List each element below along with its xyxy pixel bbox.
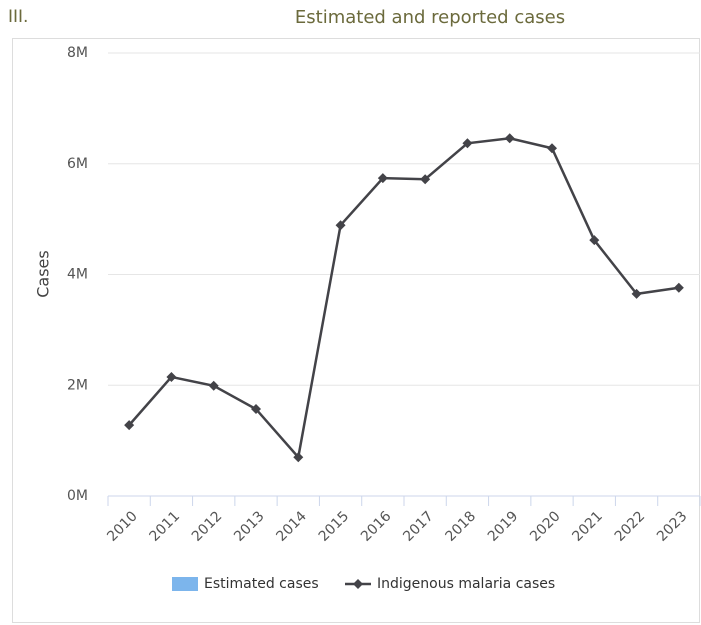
x-tick-label: 2010: [104, 508, 141, 545]
point-marker: [589, 235, 600, 246]
point-marker: [377, 173, 388, 184]
point-marker: [335, 220, 346, 231]
point-marker: [547, 143, 557, 154]
y-tick-label: 2M: [67, 377, 88, 393]
point-marker: [631, 288, 642, 299]
chart-frame: [12, 38, 700, 623]
x-tick-label: 2013: [231, 508, 268, 545]
y-tick-label: 0M: [67, 488, 88, 504]
x-tick-label: 2021: [569, 508, 606, 545]
x-tick-label: 2014: [273, 508, 310, 545]
point-marker: [124, 420, 135, 431]
chart-title: Estimated and reported cases: [295, 7, 565, 28]
point-marker: [166, 371, 177, 382]
y-axis-title: Cases: [34, 250, 53, 298]
x-tick-label: 2023: [654, 508, 691, 545]
x-tick-label: 2018: [443, 508, 480, 545]
x-tick-label: 2017: [400, 508, 437, 545]
x-tick-label: 2016: [358, 508, 395, 545]
point-marker: [251, 404, 261, 415]
y-tick-label: 6M: [67, 156, 88, 172]
x-tick-label: 2015: [316, 508, 353, 545]
y-tick-label: 8M: [67, 45, 88, 61]
x-tick-label: 2020: [527, 508, 564, 545]
y-tick-label: 4M: [67, 267, 88, 283]
point-marker: [462, 138, 473, 149]
point-marker: [420, 174, 431, 185]
point-marker: [208, 380, 219, 391]
x-tick-label: 2019: [485, 508, 522, 545]
x-tick-label: 2012: [189, 508, 226, 545]
section-label: III.: [8, 7, 28, 27]
point-marker: [504, 133, 515, 144]
legend-label: Indigenous malaria cases: [377, 576, 555, 592]
x-tick-label: 2022: [612, 508, 649, 545]
series-line: [128, 137, 680, 461]
legend-marker: [353, 579, 363, 589]
legend-label: Estimated cases: [204, 576, 319, 592]
point-marker: [673, 282, 684, 293]
point-marker: [293, 452, 304, 463]
x-tick-label: 2011: [147, 508, 184, 545]
legend-swatch: [172, 577, 198, 591]
